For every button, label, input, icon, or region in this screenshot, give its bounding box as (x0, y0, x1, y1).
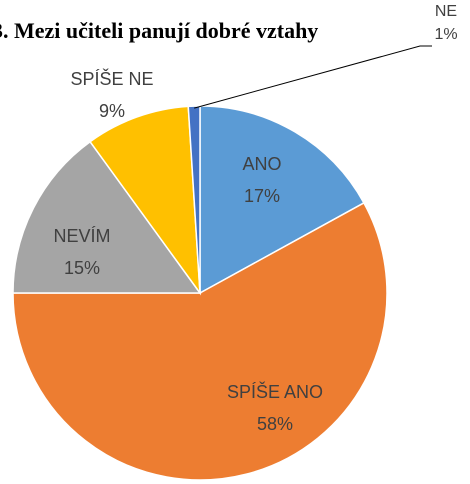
slice-value-label: 9% (99, 101, 125, 121)
slice-value-label: 1% (434, 26, 457, 43)
pie-slice (12, 140, 202, 294)
pie-slice (12, 201, 388, 481)
slice-category-label: NEVÍM (53, 226, 110, 246)
slice-category-label: NE (435, 3, 457, 20)
pie-slice (199, 105, 365, 295)
pie-slice (89, 105, 201, 296)
slice-category-label: SPÍŠE ANO (227, 381, 323, 402)
leader-line (194, 45, 432, 109)
chart-title: 3. Mezi učiteli panují dobré vztahy (0, 18, 318, 43)
slice-category-label: SPÍŠE NE (70, 68, 153, 89)
slice-category-label: ANO (242, 154, 281, 174)
slice-value-label: 15% (64, 258, 100, 278)
slice-value-label: 58% (257, 414, 293, 434)
slice-value-label: 17% (244, 186, 280, 206)
